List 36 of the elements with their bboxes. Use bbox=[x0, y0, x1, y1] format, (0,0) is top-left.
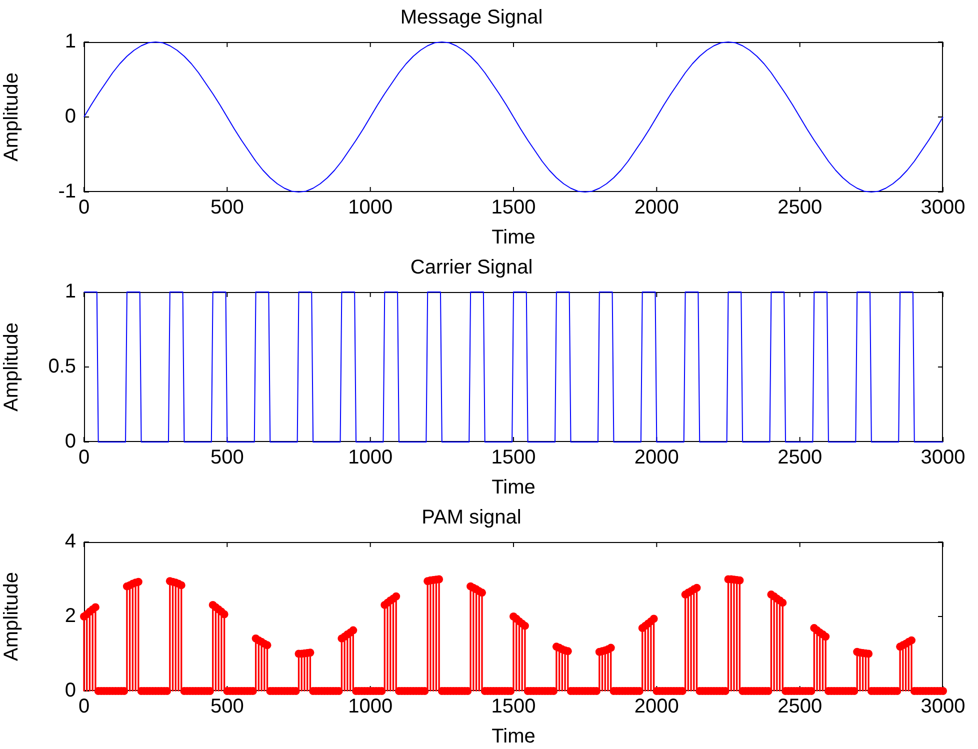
x-tick-label: 500 bbox=[210, 446, 244, 469]
x-tick-label: 3000 bbox=[920, 696, 966, 718]
x-tick-label: 500 bbox=[210, 696, 244, 718]
chart-title: Carrier Signal bbox=[410, 256, 533, 279]
x-tick-label: 2500 bbox=[778, 696, 822, 718]
y-tick-label: 1 bbox=[64, 280, 76, 303]
y-tick-label: 0.5 bbox=[48, 356, 76, 378]
x-tick-label: 1000 bbox=[348, 696, 393, 718]
x-tick-label: 2500 bbox=[778, 446, 822, 469]
chart-title: PAM signal bbox=[422, 506, 522, 529]
x-tick-label: 2000 bbox=[634, 696, 679, 718]
y-axis-title: Amplitude bbox=[0, 322, 23, 412]
y-tick-label: 4 bbox=[64, 530, 76, 553]
x-tick-label: 1500 bbox=[491, 446, 536, 469]
x-tick-label: 1500 bbox=[491, 696, 536, 718]
x-tick-label: 500 bbox=[210, 196, 244, 219]
y-tick-label: 1 bbox=[64, 30, 76, 53]
x-tick-label: 2000 bbox=[634, 446, 679, 469]
y-axis-title: Amplitude bbox=[0, 572, 23, 661]
x-tick-label: 3000 bbox=[920, 196, 966, 219]
x-tick-label: 1000 bbox=[348, 196, 393, 219]
x-axis-title: Time bbox=[492, 726, 536, 748]
y-axis-title: Amplitude bbox=[0, 72, 23, 162]
chart-title: Message Signal bbox=[400, 6, 543, 29]
y-tick-label: 0 bbox=[64, 430, 76, 453]
x-tick-label: 3000 bbox=[920, 446, 966, 469]
y-tick-label: 0 bbox=[64, 106, 76, 128]
x-axis-title: Time bbox=[492, 476, 536, 499]
y-tick-label: -1 bbox=[58, 180, 76, 203]
x-axis-title: Time bbox=[492, 226, 536, 249]
y-tick-label: 0 bbox=[64, 680, 76, 702]
x-tick-label: 2500 bbox=[778, 196, 822, 219]
x-tick-label: 1500 bbox=[491, 196, 536, 219]
x-tick-label: 2000 bbox=[634, 196, 679, 219]
y-tick-label: 2 bbox=[64, 605, 76, 628]
x-tick-label: 1000 bbox=[348, 446, 393, 469]
